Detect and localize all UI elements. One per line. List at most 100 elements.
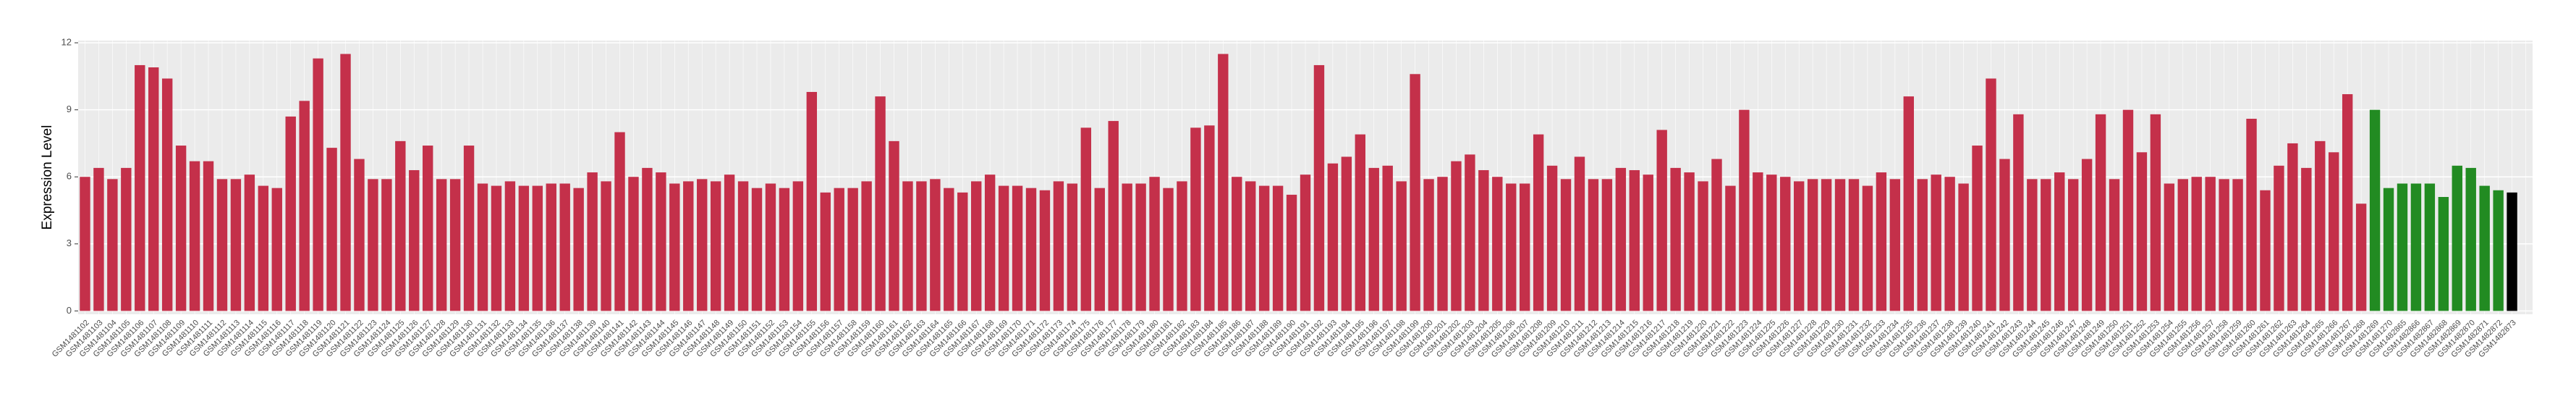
bar <box>1108 121 1119 311</box>
bar <box>1656 130 1667 311</box>
bar <box>2081 159 2093 311</box>
bar <box>1327 163 1339 311</box>
bar <box>916 181 927 311</box>
bar <box>1067 183 1078 311</box>
bar <box>148 67 159 311</box>
bar <box>834 188 844 311</box>
bar <box>1821 179 1832 311</box>
bar <box>1286 194 1297 311</box>
bar <box>1478 169 1489 311</box>
bar <box>1615 167 1627 311</box>
bar <box>1533 134 1544 311</box>
bar <box>2507 192 2517 311</box>
bar <box>1039 190 1051 311</box>
bar <box>573 188 584 311</box>
y-tick-label: 9 <box>67 104 72 114</box>
bar <box>1410 74 1420 311</box>
bar <box>971 181 982 311</box>
bar <box>2095 114 2106 311</box>
y-tick-label: 6 <box>67 171 72 182</box>
bar <box>1807 179 1818 311</box>
bar <box>2054 172 2065 311</box>
bar <box>449 179 461 311</box>
bar <box>587 172 598 311</box>
bar <box>354 159 365 311</box>
bar <box>409 169 420 311</box>
bar <box>271 188 282 311</box>
bar <box>504 181 516 311</box>
bar <box>2109 179 2120 311</box>
bar <box>944 188 954 311</box>
bar <box>285 116 296 311</box>
bar <box>1546 165 1558 311</box>
bar <box>381 179 392 311</box>
bar <box>2191 177 2202 311</box>
bar <box>2041 179 2051 311</box>
bar <box>518 185 530 311</box>
bar <box>2274 165 2284 311</box>
bar <box>1177 181 1187 311</box>
bar <box>1218 54 1229 311</box>
bar <box>423 146 433 311</box>
bar <box>2164 183 2175 311</box>
bar <box>1931 175 1941 311</box>
bar <box>1506 183 1517 311</box>
bar <box>1903 96 1914 311</box>
bar <box>1451 161 1462 311</box>
bar <box>2383 188 2394 311</box>
bar <box>1053 181 1064 311</box>
bar <box>1094 188 1105 311</box>
bar <box>1917 179 1928 311</box>
bar <box>107 179 118 311</box>
bar <box>1834 179 1846 311</box>
bar <box>2369 109 2381 311</box>
bar <box>697 179 708 311</box>
bar <box>2452 165 2462 311</box>
bar <box>1190 127 1201 311</box>
bar <box>1437 177 1448 311</box>
bar <box>683 181 694 311</box>
bar <box>326 148 337 311</box>
bar <box>1601 179 1613 311</box>
bar <box>1793 181 1805 311</box>
bar <box>546 183 556 311</box>
bar <box>669 183 680 311</box>
bar <box>1012 185 1023 311</box>
bar <box>313 58 323 311</box>
bar <box>1780 177 1791 311</box>
bar <box>1368 167 1379 311</box>
bar <box>1492 177 1503 311</box>
bar <box>258 185 269 311</box>
bar <box>1025 188 1037 311</box>
bar <box>2246 119 2257 311</box>
bar <box>1396 181 1407 311</box>
bar <box>2315 140 2326 311</box>
bar <box>559 183 570 311</box>
bar <box>477 183 488 311</box>
bar <box>861 181 872 311</box>
bar <box>2397 183 2408 311</box>
y-tick-label: 3 <box>67 238 72 248</box>
bar <box>1122 183 1132 311</box>
bar <box>2013 114 2024 311</box>
bar <box>2329 152 2339 311</box>
bar <box>1149 177 1160 311</box>
bar <box>820 192 831 311</box>
bar <box>1848 179 1860 311</box>
bar <box>2150 114 2161 311</box>
bar <box>1670 167 1681 311</box>
bar <box>491 185 502 311</box>
bar <box>230 179 242 311</box>
bar <box>614 132 625 311</box>
bar <box>1629 169 1640 311</box>
bar <box>216 179 228 311</box>
bar <box>244 175 255 311</box>
bar <box>1698 181 1708 311</box>
bar <box>2424 183 2436 311</box>
bar <box>957 192 968 311</box>
bar <box>765 183 776 311</box>
bar <box>2342 94 2353 311</box>
bar <box>2067 179 2079 311</box>
bar <box>1313 64 1325 311</box>
